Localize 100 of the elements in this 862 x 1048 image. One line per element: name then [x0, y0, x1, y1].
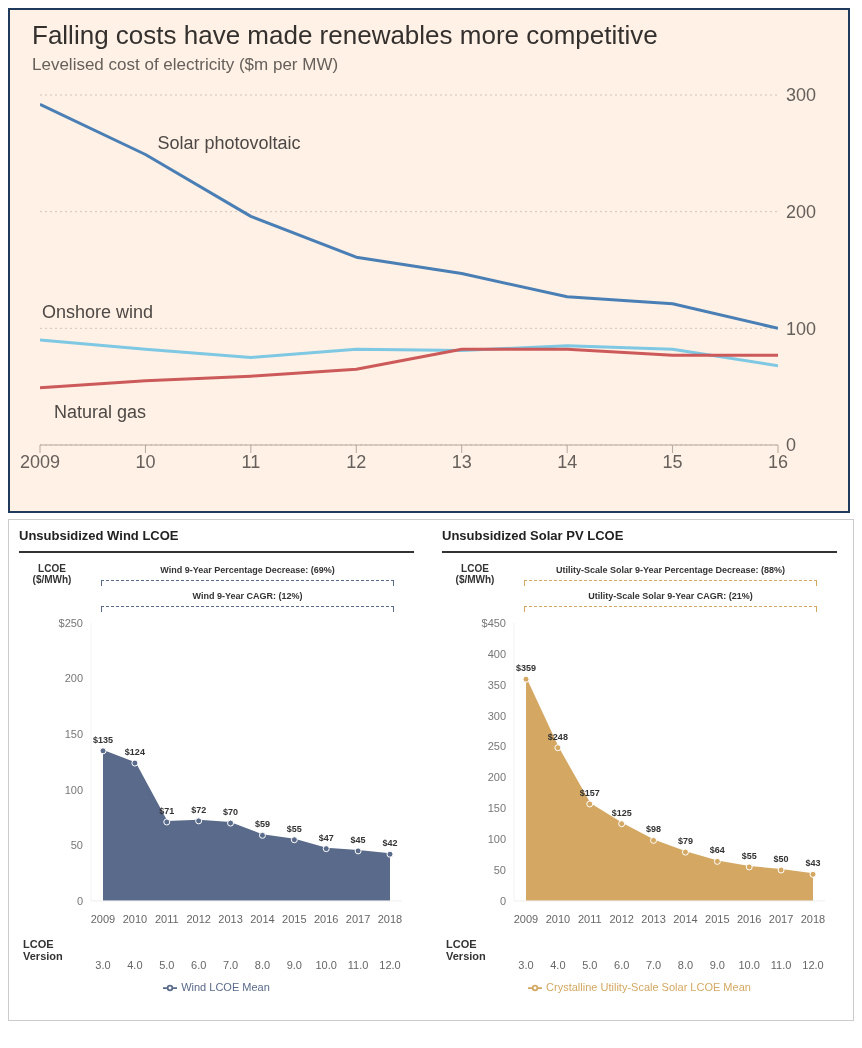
text: 6.0 — [191, 958, 207, 971]
point — [195, 817, 203, 825]
chart-title: Falling costs have made renewables more competitive — [32, 20, 659, 51]
y-tick-label: 350 — [487, 678, 506, 691]
text: 5.0 — [582, 958, 598, 971]
point — [713, 857, 721, 865]
data-label: $72 — [191, 804, 207, 815]
x-tick-label: 2017 — [345, 912, 371, 925]
text: 11.0 — [347, 958, 369, 971]
x-tick-label: 15 — [662, 451, 683, 472]
y-tick-label: 50 — [493, 863, 506, 876]
y-tick-label: $450 — [481, 616, 506, 629]
text: 11.0 — [770, 958, 792, 971]
data-label: $359 — [515, 663, 537, 674]
series-label: Natural gas — [54, 401, 147, 422]
data-label: $42 — [382, 838, 398, 849]
text: 9.0 — [709, 958, 725, 971]
chart-title: Unsubsidized Solar PV LCOE — [442, 528, 837, 553]
x-tick-label: 14 — [557, 451, 578, 472]
y-tick-label: 0 — [499, 894, 506, 907]
point — [131, 759, 139, 767]
y-tick-label: 50 — [70, 839, 83, 852]
text: 5.0 — [159, 958, 175, 971]
dashed-bracket: Wind 9-Year Percentage Decrease: (69%) — [101, 565, 394, 587]
x-tick-label: 2010 — [122, 912, 148, 925]
data-label: $43 — [805, 858, 821, 869]
line-series — [40, 347, 778, 390]
x-tick-label: 12 — [346, 451, 367, 472]
data-label: $47 — [318, 832, 334, 843]
text: 10.0 — [738, 958, 760, 971]
point — [322, 845, 330, 853]
x-tick-label: 2009 — [513, 912, 539, 925]
chart-subtitle: Levelised cost of electricity ($m per MW) — [32, 55, 340, 75]
x-tick-label: 2011 — [577, 912, 602, 925]
data-label: $55 — [286, 823, 302, 834]
y-axis-title: LCOE ($/MWh) — [454, 563, 496, 585]
point — [618, 820, 626, 828]
x-tick-label: 2016 — [313, 912, 339, 925]
point — [745, 863, 753, 871]
x-tick-label: 2012 — [609, 912, 634, 925]
series-label: Solar photovoltaic — [157, 132, 301, 153]
x-tick-label: 2015 — [705, 912, 730, 925]
point — [586, 800, 594, 808]
y-tick-label: 200 — [64, 672, 83, 685]
data-label: $50 — [773, 854, 789, 865]
dashed-bracket: Utility-Scale Solar 9-Year CAGR: (21%) — [524, 591, 817, 613]
x-tick-label: 2014 — [673, 912, 698, 925]
text: 4.0 — [550, 958, 566, 971]
point — [809, 870, 817, 878]
y-tick-label: 150 — [487, 802, 506, 815]
x-tick-label: 2013 — [641, 912, 666, 925]
x-tick-label: 2015 — [282, 912, 307, 925]
point — [354, 847, 362, 855]
x-tick-label: 2011 — [154, 912, 179, 925]
data-label: $64 — [709, 845, 725, 856]
data-label: $70 — [223, 807, 239, 818]
data-label: $79 — [677, 836, 693, 847]
y-tick-label: 0 — [786, 435, 797, 456]
data-label: $98 — [646, 824, 662, 835]
text: LCOE Version — [23, 938, 64, 962]
x-tick-label: 2009 — [19, 451, 61, 472]
x-tick-label: 2016 — [736, 912, 762, 925]
data-label: $59 — [254, 819, 270, 830]
text: 8.0 — [254, 958, 271, 971]
dashed-bracket: Utility-Scale Solar 9-Year Percentage Decrease: (88%) — [524, 565, 817, 587]
point — [290, 836, 298, 844]
x-tick-label: 2017 — [768, 912, 794, 925]
y-tick-label: $250 — [58, 616, 83, 629]
text: 3.0 — [95, 958, 111, 971]
x-tick-label: 10 — [135, 451, 156, 472]
x-tick-label: 2012 — [186, 912, 211, 925]
y-tick-label: 300 — [487, 709, 506, 722]
y-tick-label: 250 — [487, 740, 506, 753]
y-tick-label: 400 — [487, 647, 506, 660]
data-label: $45 — [350, 834, 366, 845]
point — [681, 848, 689, 856]
point — [163, 818, 171, 826]
point — [522, 675, 530, 683]
x-tick-label: 2013 — [218, 912, 243, 925]
point — [386, 850, 394, 858]
text: 4.0 — [127, 958, 143, 971]
y-tick-label: 100 — [487, 833, 506, 846]
y-tick-label: 0 — [76, 894, 83, 907]
y-tick-label: 300 — [786, 85, 817, 106]
x-tick-label: 13 — [451, 451, 472, 472]
text: 7.0 — [645, 958, 662, 971]
text: 12.0 — [802, 958, 824, 971]
y-tick-label: 100 — [786, 318, 817, 339]
chart-title: Unsubsidized Wind LCOE — [19, 528, 414, 553]
x-tick-label: 16 — [767, 451, 789, 472]
dashed-bracket: Wind 9-Year CAGR: (12%) — [101, 591, 394, 613]
x-tick-label: 2014 — [250, 912, 275, 925]
legend-label: Wind LCOE Mean — [181, 980, 270, 993]
text: 12.0 — [379, 958, 401, 971]
series-label: Onshore wind — [42, 302, 154, 322]
text: 9.0 — [286, 958, 302, 971]
data-label: $135 — [92, 734, 114, 745]
x-tick-label: 2010 — [545, 912, 571, 925]
point — [777, 866, 785, 874]
text: 10.0 — [315, 958, 337, 971]
